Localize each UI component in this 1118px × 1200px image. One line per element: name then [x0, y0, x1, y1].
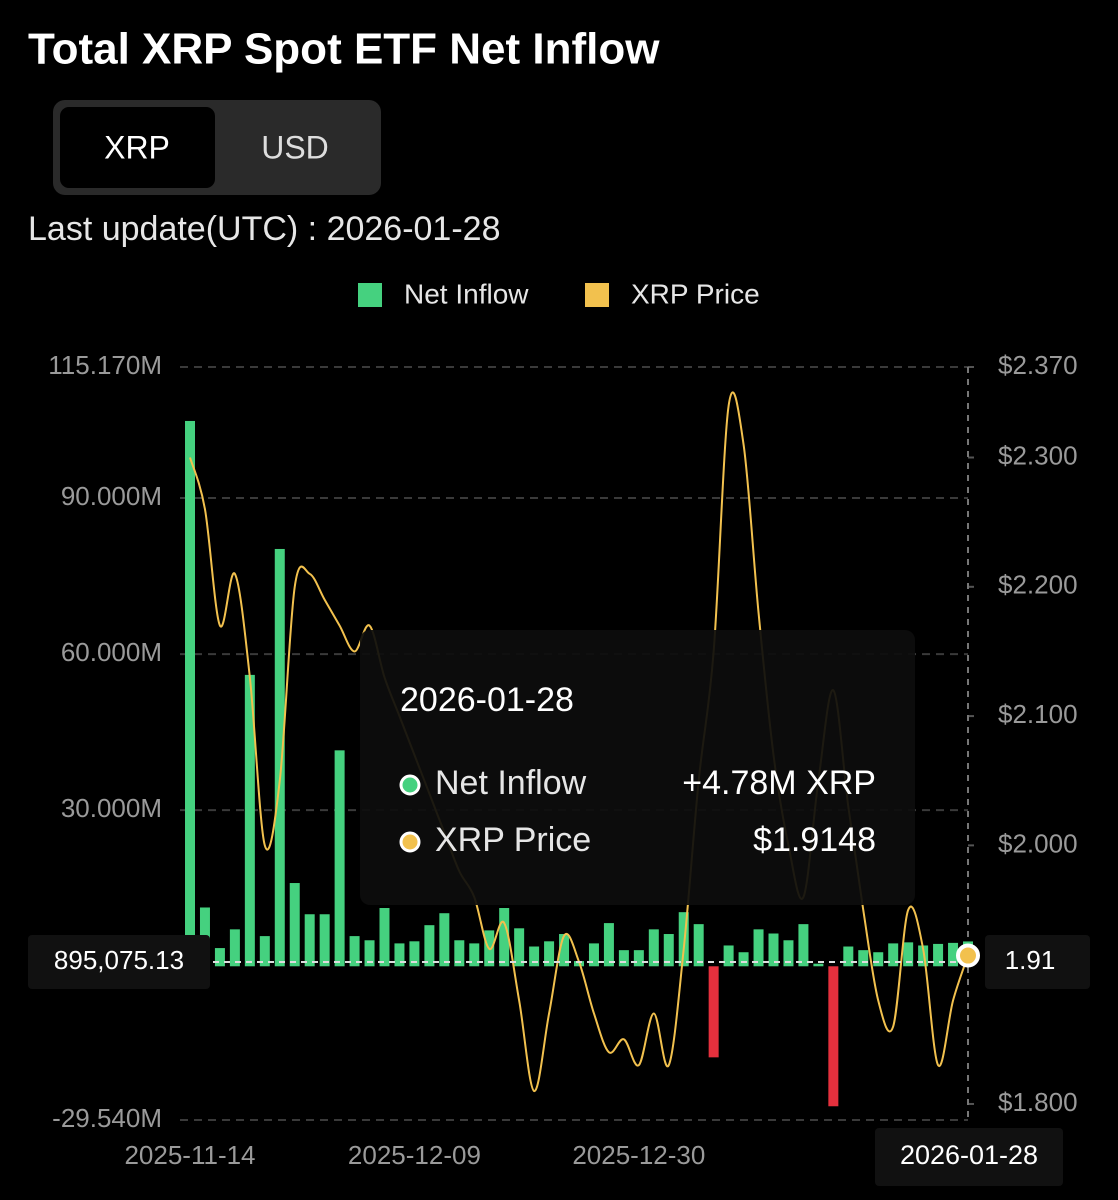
legend-label: Net Inflow: [404, 278, 529, 309]
bar: [798, 924, 809, 967]
bar: [783, 940, 794, 967]
y2-tick-label: $2.100: [998, 699, 1078, 729]
y-tick-label: 90.000M: [61, 481, 162, 511]
bar: [873, 952, 884, 967]
y2-tick-label: $2.300: [998, 440, 1078, 470]
bar: [843, 946, 854, 967]
bar: [633, 950, 644, 967]
subtitle: Last update(UTC) : 2026-01-28: [28, 210, 500, 248]
bar: [663, 934, 674, 967]
tooltip-dot: [399, 831, 421, 853]
tooltip-name: XRP Price: [435, 821, 591, 859]
legend-swatch: [585, 283, 609, 307]
bar: [514, 928, 525, 967]
bar: [768, 933, 779, 967]
bar: [274, 548, 285, 967]
y2-tick-label: $2.200: [998, 570, 1078, 600]
y-tick-label: 60.000M: [61, 637, 162, 667]
bar: [858, 950, 869, 967]
bar: [918, 945, 929, 967]
bar: [185, 420, 195, 967]
bar: [214, 948, 225, 967]
x-tick-label: 2025-12-09: [348, 1140, 481, 1170]
bar: [394, 943, 405, 967]
bar: [708, 966, 719, 1058]
y2-tick-label: $2.000: [998, 828, 1078, 858]
bar: [603, 923, 614, 967]
x-tick-label: 2025-12-30: [572, 1140, 705, 1170]
bar: [229, 929, 240, 967]
bar: [529, 946, 540, 967]
y-tick-label: 115.170M: [48, 350, 162, 380]
bar: [618, 950, 629, 967]
toggle-xrp[interactable]: XRP: [104, 129, 170, 165]
bar: [738, 952, 749, 967]
x-tick-label: 2025-11-14: [124, 1140, 255, 1170]
toggle-active[interactable]: [60, 107, 215, 188]
crosshair-y2-label: 1.91: [1005, 945, 1056, 975]
bar: [319, 914, 330, 967]
y2-tick-label: $1.800: [998, 1087, 1078, 1117]
bar: [349, 936, 360, 967]
tooltip-date: 2026-01-28: [400, 681, 574, 719]
bar: [379, 908, 390, 967]
bar: [409, 941, 420, 967]
bar: [693, 924, 704, 967]
bar: [364, 940, 375, 967]
crosshair-x-label: 2026-01-28: [900, 1140, 1038, 1170]
toggle-usd[interactable]: USD: [261, 129, 329, 165]
bar: [933, 943, 944, 967]
bar: [424, 925, 435, 967]
y-tick-label: 30.000M: [61, 793, 162, 823]
tooltip-dot: [399, 774, 421, 796]
bar: [828, 966, 839, 1107]
bar: [948, 942, 959, 967]
bar: [289, 883, 300, 967]
tooltip-name: Net Inflow: [435, 764, 587, 802]
bar: [334, 750, 345, 967]
bar: [439, 913, 450, 967]
bar: [559, 934, 570, 967]
bar: [259, 936, 270, 967]
bar: [753, 929, 764, 967]
legend-swatch: [358, 283, 382, 307]
bar: [304, 914, 315, 967]
crosshair-y2-box: [985, 935, 1090, 989]
y2-tick-label: $2.370: [998, 350, 1078, 380]
chart-title: Total XRP Spot ETF Net Inflow: [28, 25, 660, 74]
legend-label: XRP Price: [631, 278, 760, 309]
bar: [454, 940, 465, 967]
bar: [903, 942, 914, 967]
crosshair-y-label: 895,075.13: [54, 945, 184, 975]
tooltip-value: $1.9148: [753, 821, 876, 859]
crosshair-y-box: [28, 935, 210, 989]
y-tick-label: -29.540M: [52, 1103, 162, 1133]
bar: [888, 943, 899, 967]
bar: [648, 929, 659, 967]
bar: [813, 963, 824, 967]
bar: [469, 943, 480, 967]
hover-point: [956, 943, 980, 968]
bar: [588, 943, 599, 967]
bar: [499, 908, 510, 967]
tooltip-value: +4.78M XRP: [682, 764, 876, 802]
bar: [544, 941, 555, 967]
crosshair-x-box: [875, 1128, 1063, 1186]
tooltip-box: [360, 630, 915, 905]
bar: [723, 945, 734, 967]
bar: [244, 674, 255, 967]
